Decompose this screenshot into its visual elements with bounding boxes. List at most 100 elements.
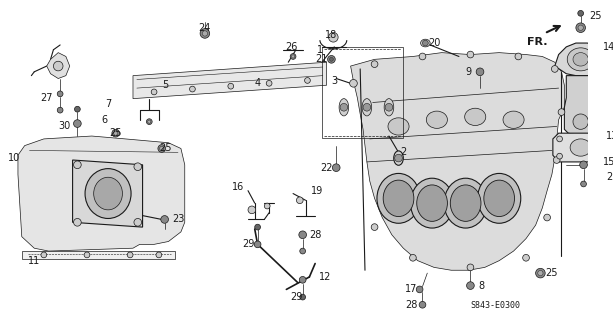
Polygon shape <box>565 76 597 136</box>
Ellipse shape <box>567 48 594 71</box>
Circle shape <box>422 40 428 46</box>
Circle shape <box>552 66 558 72</box>
Text: FR.: FR. <box>527 37 548 47</box>
Ellipse shape <box>451 185 481 221</box>
Circle shape <box>554 157 560 163</box>
Circle shape <box>330 57 333 61</box>
Text: 24: 24 <box>199 23 211 33</box>
Polygon shape <box>47 52 70 78</box>
Ellipse shape <box>417 185 447 221</box>
Ellipse shape <box>383 180 414 217</box>
Circle shape <box>200 29 210 38</box>
Text: 14: 14 <box>603 42 613 52</box>
Text: 2: 2 <box>400 147 406 157</box>
Circle shape <box>161 216 169 223</box>
Text: 29: 29 <box>290 292 302 302</box>
Circle shape <box>300 294 305 300</box>
Text: S843-E0300: S843-E0300 <box>470 301 520 310</box>
Ellipse shape <box>362 99 371 116</box>
Circle shape <box>74 161 81 169</box>
Circle shape <box>581 181 587 187</box>
Ellipse shape <box>465 108 485 125</box>
Text: 9: 9 <box>465 67 471 77</box>
Ellipse shape <box>377 173 420 223</box>
Circle shape <box>74 219 81 226</box>
Circle shape <box>299 231 306 239</box>
Text: 18: 18 <box>326 30 338 40</box>
Ellipse shape <box>426 111 447 128</box>
Circle shape <box>297 197 303 204</box>
Ellipse shape <box>478 173 521 223</box>
Circle shape <box>327 55 335 63</box>
Polygon shape <box>72 160 143 227</box>
Circle shape <box>228 83 234 89</box>
Circle shape <box>371 224 378 230</box>
Circle shape <box>53 61 63 71</box>
Circle shape <box>134 219 142 226</box>
Polygon shape <box>18 136 185 251</box>
Circle shape <box>573 114 588 129</box>
Circle shape <box>134 163 142 171</box>
Circle shape <box>515 53 522 60</box>
Text: 20: 20 <box>428 38 440 48</box>
Circle shape <box>371 61 378 68</box>
Circle shape <box>409 254 416 261</box>
Polygon shape <box>555 43 603 76</box>
Circle shape <box>248 206 256 214</box>
Circle shape <box>332 164 340 172</box>
Circle shape <box>476 68 484 76</box>
Bar <box>322 47 403 138</box>
Text: 4: 4 <box>254 78 261 88</box>
Text: 21: 21 <box>316 54 328 64</box>
Circle shape <box>558 109 565 116</box>
Circle shape <box>580 161 587 169</box>
Bar <box>22 251 175 259</box>
Circle shape <box>395 154 402 162</box>
Circle shape <box>74 120 81 127</box>
Circle shape <box>419 301 426 308</box>
Text: 25: 25 <box>546 268 558 278</box>
Text: 25: 25 <box>589 11 601 21</box>
Circle shape <box>523 254 530 261</box>
Circle shape <box>113 131 118 135</box>
Circle shape <box>594 153 600 159</box>
Text: 11: 11 <box>28 256 40 266</box>
Text: 29: 29 <box>242 239 254 249</box>
Circle shape <box>292 55 295 58</box>
Circle shape <box>538 270 543 276</box>
Text: 25: 25 <box>159 143 172 154</box>
Ellipse shape <box>388 118 409 135</box>
Circle shape <box>305 77 310 83</box>
Text: 28: 28 <box>309 230 321 240</box>
Text: 25: 25 <box>110 128 122 138</box>
Circle shape <box>467 51 474 58</box>
Text: 17: 17 <box>405 284 417 294</box>
Circle shape <box>536 268 545 278</box>
Text: 30: 30 <box>58 122 70 132</box>
Circle shape <box>84 252 90 258</box>
Circle shape <box>300 248 305 254</box>
Circle shape <box>385 103 393 111</box>
Text: 22: 22 <box>321 163 333 173</box>
Circle shape <box>148 120 151 123</box>
Ellipse shape <box>421 39 430 47</box>
Text: 16: 16 <box>232 182 245 192</box>
Text: 8: 8 <box>479 281 485 291</box>
Circle shape <box>151 89 157 95</box>
Circle shape <box>75 106 80 112</box>
Circle shape <box>606 173 613 181</box>
Circle shape <box>57 107 63 113</box>
Circle shape <box>544 214 550 221</box>
Circle shape <box>254 241 261 248</box>
Ellipse shape <box>503 111 524 128</box>
Circle shape <box>557 136 563 142</box>
Text: 28: 28 <box>405 300 417 310</box>
Text: 26: 26 <box>285 42 297 52</box>
Circle shape <box>416 286 423 293</box>
Circle shape <box>340 103 348 111</box>
Ellipse shape <box>339 99 349 116</box>
Text: 15: 15 <box>603 157 613 167</box>
Circle shape <box>159 146 164 151</box>
Circle shape <box>128 252 133 258</box>
Circle shape <box>264 203 270 209</box>
